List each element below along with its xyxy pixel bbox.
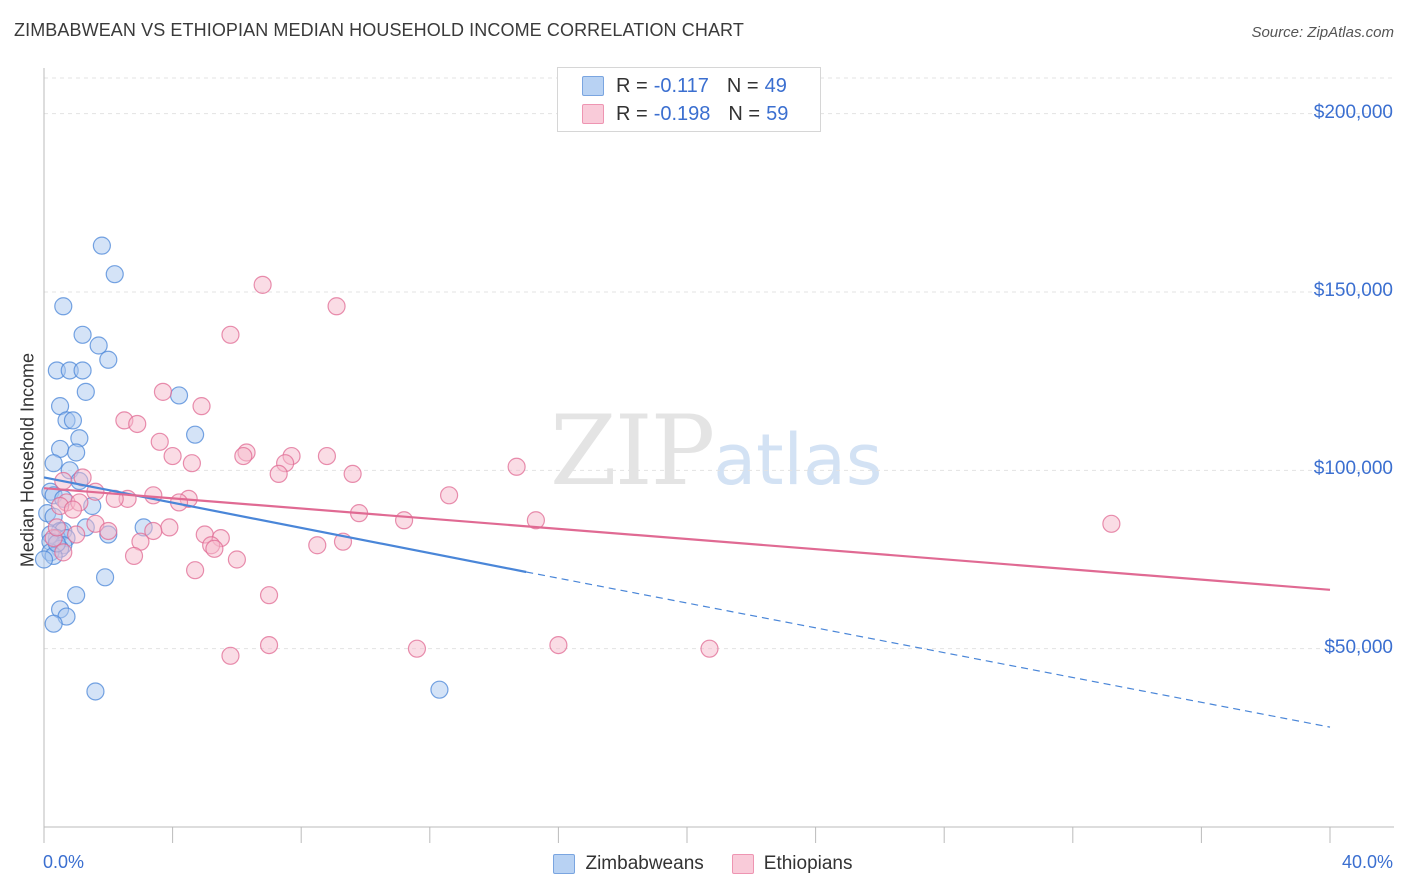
ethiopian-point — [549, 635, 568, 655]
ethiopian-point — [182, 454, 201, 473]
ethiopian-point — [259, 635, 279, 655]
ethiopian-point — [317, 446, 337, 466]
zimbabwean-point — [430, 680, 449, 699]
ethiopian-point — [205, 539, 224, 558]
series-legend: Zimbabweans Ethiopians — [0, 851, 1406, 877]
zimbabwean-point — [54, 297, 73, 316]
legend-r-label: R = — [616, 102, 648, 125]
y-axis-label: Median Household Income — [17, 352, 38, 568]
legend-label-ethiopians: Ethiopians — [763, 853, 853, 874]
legend-label-zimbabweans: Zimbabweans — [585, 853, 704, 874]
ethiopian-point — [186, 561, 205, 580]
zimbabwean-point — [186, 425, 205, 444]
ethiopian-point — [124, 546, 144, 566]
ethiopian-point — [253, 275, 272, 294]
legend-swatch-ethiopians — [731, 854, 754, 874]
zimbabwean-point — [95, 568, 115, 587]
ethiopian-point — [67, 525, 86, 544]
ethiopian-point — [308, 536, 327, 555]
zimbabwean-point — [44, 454, 63, 473]
zimbabwean-point — [67, 586, 86, 605]
legend-r-value: -0.117 — [653, 74, 709, 97]
chart-title: ZIMBABWEAN VS ETHIOPIAN MEDIAN HOUSEHOLD… — [14, 20, 744, 40]
ethiopian-point — [99, 521, 118, 541]
zimbabweans-trend-line — [43, 476, 527, 574]
ethiopian-point — [47, 518, 66, 537]
legend-row-zimbabweans: R = -0.117 N = 49 — [582, 73, 787, 99]
ethiopian-point — [54, 543, 73, 562]
zimbabweans-trend-extension — [526, 571, 1331, 728]
ethiopian-point — [192, 397, 211, 416]
zimbabwean-point — [89, 336, 108, 355]
legend-swatch-zimbabweans — [582, 76, 604, 96]
legend-item-zimbabweans: Zimbabweans — [553, 853, 704, 875]
source-credit: Source: ZipAtlas.com — [1251, 24, 1394, 41]
ethiopians-trend-line — [43, 487, 1331, 591]
zimbabwean-point — [73, 325, 92, 344]
trend-lines — [43, 476, 1331, 728]
axes — [43, 68, 1394, 843]
legend-item-ethiopians: Ethiopians — [731, 853, 853, 875]
ethiopian-point — [144, 521, 163, 541]
ethiopian-point — [407, 639, 427, 658]
ethiopian-point — [153, 382, 173, 401]
zimbabwean-point — [99, 350, 118, 369]
ethiopian-point — [227, 550, 246, 569]
zimbabwean-point — [76, 382, 95, 401]
ethiopian-point — [526, 511, 545, 530]
ethiopian-point — [343, 464, 362, 483]
x-tick-label-min: 0.0% — [43, 852, 85, 872]
ethiopian-point — [269, 464, 288, 483]
legend-swatch-zimbabweans — [553, 854, 576, 874]
zimbabwean-point — [67, 443, 86, 462]
y-tick-label: $200,000 — [1313, 101, 1393, 123]
legend-r-label: R = — [616, 74, 648, 97]
zimbabwean-point — [63, 411, 83, 430]
ethiopian-point — [150, 432, 169, 451]
ethiopian-point — [221, 325, 240, 344]
legend-swatch-ethiopians — [582, 104, 604, 124]
watermark-zip: ZIP — [550, 395, 715, 507]
ethiopian-point — [63, 500, 83, 519]
ethiopian-point — [439, 486, 459, 505]
ethiopian-point — [394, 511, 414, 530]
zimbabwean-point — [44, 614, 63, 633]
x-tick-label-max: 40.0% — [1341, 852, 1393, 872]
ethiopian-point — [1102, 514, 1121, 533]
ethiopian-point — [221, 646, 240, 665]
legend-row-ethiopians: R = -0.198 N = 59 — [582, 101, 788, 127]
ethiopian-point — [507, 457, 526, 476]
legend-n-value: 49 — [764, 74, 787, 97]
legend-r-value: -0.198 — [653, 102, 711, 125]
legend-n-value: 59 — [766, 102, 789, 125]
watermark-atlas: atlas — [713, 419, 883, 501]
ethiopians-points — [44, 275, 1121, 665]
watermark: ZIPatlas — [550, 395, 882, 507]
ethiopian-point — [160, 518, 179, 537]
ethiopian-point — [234, 446, 253, 466]
legend-n-label: N = — [728, 102, 761, 125]
grid-lines — [44, 77, 1394, 650]
correlation-legend: R = -0.117 N = 49 R = -0.198 N = 59 — [557, 67, 821, 132]
legend-n-label: N = — [726, 74, 759, 97]
zimbabwean-point — [169, 386, 189, 405]
ethiopian-point — [700, 639, 719, 658]
y-tick-label: $100,000 — [1313, 458, 1393, 480]
ethiopian-point — [163, 446, 182, 466]
zimbabwean-point — [92, 236, 111, 255]
ethiopian-point — [128, 414, 147, 434]
zimbabwean-point — [86, 682, 105, 701]
ethiopian-point — [327, 297, 346, 316]
y-tick-label: $50,000 — [1324, 636, 1393, 658]
zimbabwean-point — [73, 361, 92, 380]
zimbabwean-point — [34, 550, 54, 569]
y-tick-label: $150,000 — [1313, 280, 1393, 301]
zimbabwean-point — [105, 265, 124, 284]
zimbabweans-points — [34, 236, 449, 701]
ethiopian-point — [259, 586, 279, 605]
